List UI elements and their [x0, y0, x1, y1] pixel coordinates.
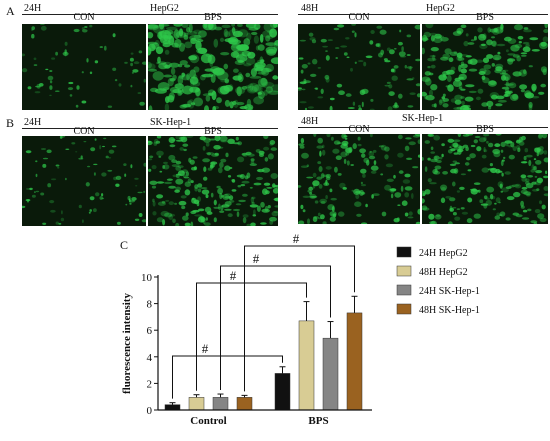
fluorescence-image-b-24h-bps: [148, 136, 278, 226]
fluorescence-image-a-24h-con: [22, 24, 146, 110]
group-time-label: 48H: [301, 3, 319, 14]
fluorescence-image-a-24h-bps: [148, 24, 278, 110]
bar: [236, 397, 253, 411]
group-divider: [22, 128, 278, 129]
legend-swatch: [396, 284, 412, 296]
y-tick-label: 10: [141, 272, 153, 284]
bar: [298, 320, 315, 411]
legend-label: 48H HepG2: [419, 267, 468, 278]
significance-bracket: [220, 265, 331, 391]
bar: [212, 397, 229, 411]
group-divider: [298, 127, 548, 128]
y-tick-label: 8: [147, 299, 153, 311]
group-divider: [22, 14, 278, 15]
condition-label-bps: BPS: [204, 12, 222, 23]
legend-swatch: [396, 303, 412, 315]
fluorescence-image-a-48h-con: [298, 24, 420, 110]
significance-marker: #: [230, 268, 237, 283]
y-axis-label: fluorescence intensity: [121, 293, 133, 394]
condition-label-con: CON: [348, 12, 370, 23]
group-cell-label: SK-Hep-1: [150, 117, 192, 128]
legend-swatch: [396, 246, 412, 258]
significance-bracket: [172, 355, 283, 399]
panel-letter-b: B: [6, 116, 15, 130]
condition-label-con: CON: [73, 126, 95, 137]
panel-letter-a: A: [6, 4, 15, 18]
significance-marker: #: [293, 231, 300, 246]
significance-marker: #: [202, 341, 209, 356]
group-cell-label: SK-Hep-1: [402, 113, 444, 124]
x-category-label: Control: [190, 415, 226, 427]
condition-label-con: CON: [73, 12, 95, 23]
legend-swatch: [396, 265, 412, 277]
bar: [274, 373, 291, 411]
group-divider: [298, 14, 548, 15]
fluorescence-image-b-48h-con: [298, 134, 420, 224]
legend-label: 48H SK-Hep-1: [419, 305, 480, 316]
significance-bracket: [196, 282, 307, 391]
condition-label-bps: BPS: [476, 12, 494, 23]
condition-label-bps: BPS: [476, 124, 494, 135]
significance-marker: #: [253, 251, 260, 266]
condition-label-bps: BPS: [204, 126, 222, 137]
legend-label: 24H SK-Hep-1: [419, 286, 480, 297]
group-cell-label: HepG2: [426, 3, 455, 14]
bar: [188, 397, 205, 411]
group-time-label: 48H: [301, 116, 319, 127]
group-time-label: 24H: [24, 3, 42, 14]
legend-label: 24H HepG2: [419, 248, 468, 259]
bar: [164, 404, 181, 411]
group-cell-label: HepG2: [150, 3, 179, 14]
fluorescence-image-a-48h-bps: [422, 24, 548, 110]
fluorescence-image-b-24h-con: [22, 136, 146, 226]
bar: [346, 312, 363, 411]
panel-letter-c: C: [120, 238, 129, 252]
significance-bracket: [244, 245, 355, 392]
y-tick-label: 4: [147, 352, 153, 364]
y-tick-label: 0: [147, 405, 153, 417]
bar: [322, 337, 339, 411]
fluorescence-image-b-48h-bps: [422, 134, 548, 224]
group-time-label: 24H: [24, 117, 42, 128]
x-category-label: BPS: [308, 415, 328, 427]
condition-label-con: CON: [348, 124, 370, 135]
y-tick-label: 6: [147, 325, 153, 337]
y-tick-label: 2: [147, 378, 153, 390]
